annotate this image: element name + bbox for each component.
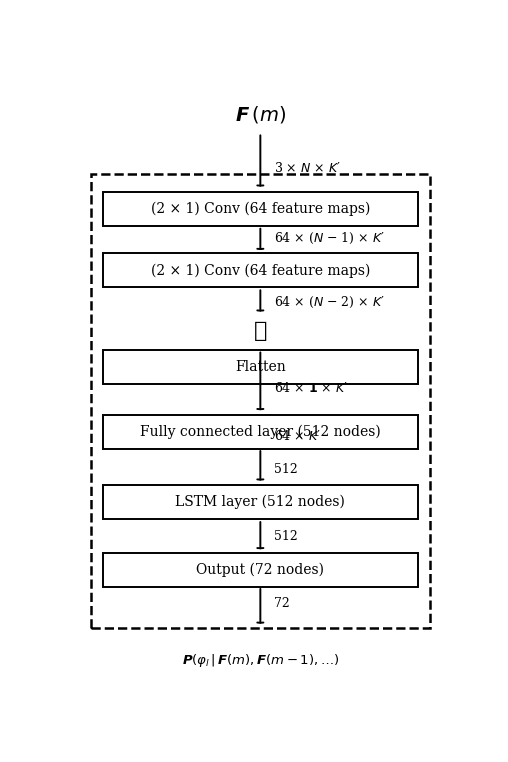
Text: 64 × $\mathbf{1}$ × $\mathit{K}$′: 64 × $\mathbf{1}$ × $\mathit{K}$′ — [274, 381, 348, 395]
Text: 72: 72 — [274, 597, 290, 610]
Text: Fully connected layer (512 nodes): Fully connected layer (512 nodes) — [140, 424, 380, 439]
Text: (2 × 1) Conv (64 feature maps): (2 × 1) Conv (64 feature maps) — [151, 202, 370, 216]
FancyBboxPatch shape — [103, 415, 418, 449]
Text: 64 × $\mathit{K}$′: 64 × $\mathit{K}$′ — [274, 430, 321, 443]
FancyBboxPatch shape — [103, 192, 418, 226]
Text: Output (72 nodes): Output (72 nodes) — [197, 562, 324, 577]
Text: 3 × $\mathit{N}$ × $\mathit{K}$′: 3 × $\mathit{N}$ × $\mathit{K}$′ — [274, 161, 341, 174]
Text: $\boldsymbol{P}(\varphi_l\,|\,\boldsymbol{F}(m),\boldsymbol{F}(m-1),\ldots)$: $\boldsymbol{P}(\varphi_l\,|\,\boldsymbo… — [182, 652, 339, 669]
FancyBboxPatch shape — [103, 485, 418, 519]
FancyBboxPatch shape — [103, 351, 418, 384]
Text: ⋮: ⋮ — [253, 320, 267, 342]
Text: 64 × ($\mathit{N}$ − 2) × $\mathit{K}$′: 64 × ($\mathit{N}$ − 2) × $\mathit{K}$′ — [274, 295, 385, 310]
FancyBboxPatch shape — [103, 552, 418, 587]
Text: 64 × ($\mathit{N}$ − 1) × $\mathit{K}$′: 64 × ($\mathit{N}$ − 1) × $\mathit{K}$′ — [274, 231, 385, 245]
Text: 512: 512 — [274, 463, 298, 476]
Text: LSTM layer (512 nodes): LSTM layer (512 nodes) — [175, 495, 345, 509]
Text: (2 × 1) Conv (64 feature maps): (2 × 1) Conv (64 feature maps) — [151, 263, 370, 277]
Text: Flatten: Flatten — [235, 360, 285, 374]
FancyBboxPatch shape — [103, 254, 418, 287]
Text: 512: 512 — [274, 530, 298, 543]
Text: $\boldsymbol{F}$$\,(m)$: $\boldsymbol{F}$$\,(m)$ — [235, 104, 286, 126]
